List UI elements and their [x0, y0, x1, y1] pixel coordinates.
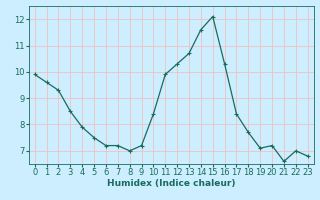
- X-axis label: Humidex (Indice chaleur): Humidex (Indice chaleur): [107, 179, 236, 188]
